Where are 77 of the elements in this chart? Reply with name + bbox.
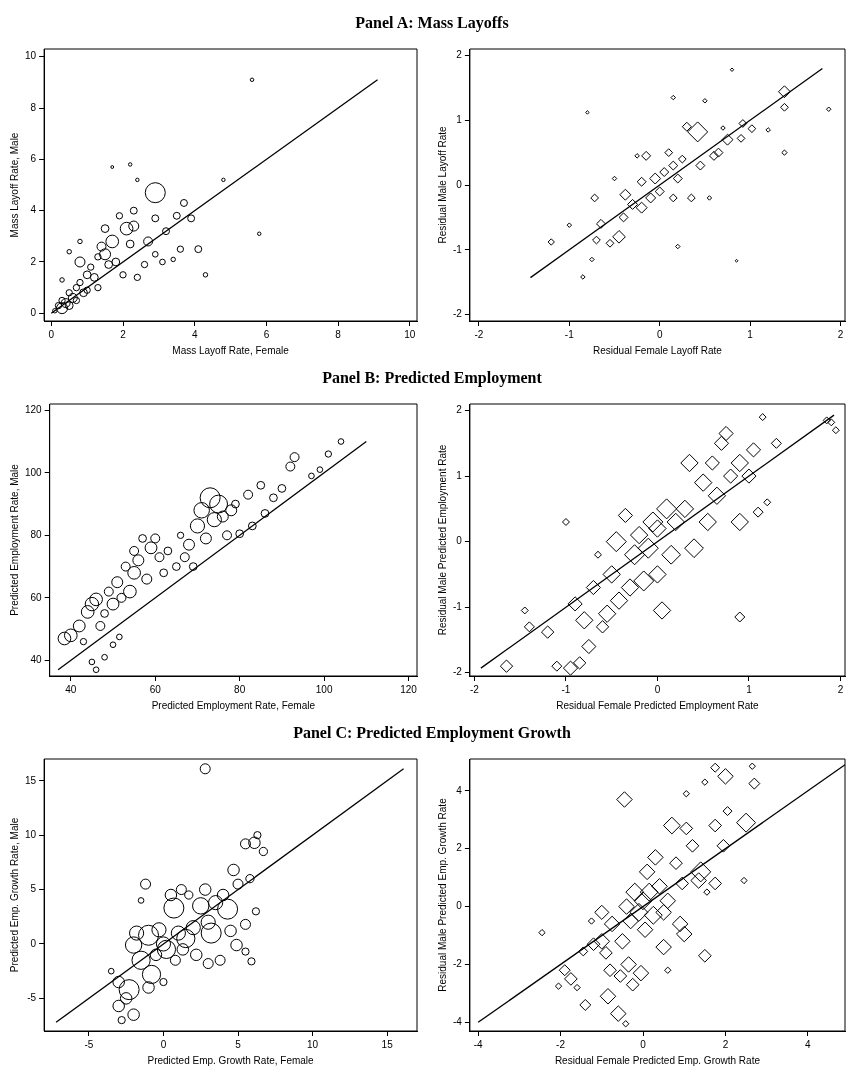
y-tick-label: 15 bbox=[25, 774, 37, 786]
x-tick-label: 5 bbox=[235, 1038, 242, 1050]
x-tick-label: 0 bbox=[654, 683, 661, 695]
x-tick-label: 2 bbox=[837, 683, 844, 695]
y-tick-label: 4 bbox=[456, 784, 463, 796]
x-tick-label: -1 bbox=[561, 683, 571, 695]
x-tick-label: -2 bbox=[474, 328, 484, 340]
x-tick-label: 10 bbox=[307, 1038, 319, 1050]
y-tick-label: 100 bbox=[25, 466, 43, 478]
y-tick-label: -2 bbox=[452, 666, 463, 678]
x-tick-label: 2 bbox=[837, 328, 844, 340]
y-tick-label: 0 bbox=[456, 900, 463, 912]
y-tick-label: 0 bbox=[30, 307, 37, 319]
x-tick-label: -4 bbox=[473, 1038, 484, 1050]
x-tick-label: 1 bbox=[746, 683, 753, 695]
y-axis-title: Residual Male Layoff Rate bbox=[436, 126, 448, 244]
y-tick-label: 0 bbox=[456, 535, 463, 547]
x-tick-label: -2 bbox=[556, 1038, 566, 1050]
y-tick-label: -2 bbox=[452, 958, 463, 970]
y-axis-title: Mass Layoff Rate, Male bbox=[8, 132, 20, 238]
y-tick-label: 5 bbox=[30, 883, 37, 895]
y-tick-label: -1 bbox=[452, 600, 463, 612]
x-tick-label: -2 bbox=[470, 683, 480, 695]
y-tick-label: 1 bbox=[456, 113, 463, 125]
y-tick-label: 2 bbox=[456, 842, 463, 854]
x-tick-label: 120 bbox=[400, 683, 418, 695]
x-tick-label: 80 bbox=[234, 683, 246, 695]
x-axis-title: Residual Female Predicted Emp. Growth Rate bbox=[554, 1054, 761, 1066]
x-tick-label: 15 bbox=[381, 1038, 394, 1050]
x-tick-label: 2 bbox=[120, 328, 127, 340]
x-tick-label: 6 bbox=[263, 328, 270, 340]
x-tick-label: 10 bbox=[404, 328, 416, 340]
x-tick-label: 0 bbox=[656, 328, 663, 340]
x-tick-label: 0 bbox=[640, 1038, 647, 1050]
y-tick-label: 40 bbox=[30, 654, 43, 666]
y-tick-label: 0 bbox=[456, 178, 463, 190]
y-axis-title: Residual Male Predicted Employment Rate bbox=[436, 444, 448, 636]
x-tick-label: 40 bbox=[65, 683, 77, 695]
y-tick-label: 2 bbox=[30, 255, 37, 267]
y-axis-title: Predicted Emp. Growth Rate, Male bbox=[8, 817, 20, 973]
y-tick-label: -2 bbox=[452, 308, 463, 320]
x-axis-title: Predicted Employment Rate, Female bbox=[151, 699, 316, 711]
x-tick-label: -1 bbox=[564, 328, 575, 340]
y-tick-label: 4 bbox=[30, 204, 37, 216]
y-tick-label: 2 bbox=[456, 49, 463, 61]
x-tick-label: 0 bbox=[48, 328, 55, 340]
y-tick-label: 80 bbox=[30, 529, 43, 541]
x-tick-label: 1 bbox=[747, 328, 754, 340]
x-tick-label: -5 bbox=[84, 1038, 94, 1050]
x-tick-label: 2 bbox=[722, 1038, 729, 1050]
chart-title: Panel B: Predicted Employment bbox=[321, 368, 543, 389]
x-tick-label: 60 bbox=[149, 683, 162, 695]
x-tick-label: 4 bbox=[191, 328, 198, 340]
y-tick-label: 120 bbox=[25, 404, 43, 415]
x-tick-label: 100 bbox=[315, 683, 333, 695]
y-tick-label: 1 bbox=[456, 469, 463, 481]
x-axis-title: Residual Female Predicted Employment Rate bbox=[556, 699, 760, 711]
y-tick-label: 8 bbox=[30, 101, 37, 113]
y-tick-label: -5 bbox=[27, 992, 37, 1004]
y-tick-label: 10 bbox=[25, 828, 37, 840]
y-tick-label: 6 bbox=[30, 153, 37, 165]
y-tick-label: 0 bbox=[30, 937, 37, 949]
y-tick-label: 10 bbox=[25, 50, 37, 62]
x-axis-title: Residual Female Layoff Rate bbox=[593, 344, 723, 356]
y-tick-label: 60 bbox=[30, 591, 43, 603]
chart-title: Panel C: Predicted Employment Growth bbox=[292, 723, 572, 744]
y-axis-title: Residual Male Predicted Emp. Growth Rate bbox=[436, 797, 448, 992]
y-axis-title: Predicted Employment Rate, Male bbox=[8, 463, 20, 616]
x-axis-title: Mass Layoff Rate, Female bbox=[172, 344, 290, 356]
y-tick-label: 2 bbox=[456, 404, 463, 416]
chart-title: Panel A: Mass Layoffs bbox=[354, 13, 510, 34]
x-tick-label: 0 bbox=[160, 1038, 167, 1050]
x-tick-label: 8 bbox=[335, 328, 342, 340]
x-tick-label: 4 bbox=[805, 1038, 812, 1050]
y-tick-label: -4 bbox=[452, 1016, 463, 1028]
x-axis-title: Predicted Emp. Growth Rate, Female bbox=[147, 1054, 315, 1066]
y-tick-label: -1 bbox=[452, 243, 463, 255]
